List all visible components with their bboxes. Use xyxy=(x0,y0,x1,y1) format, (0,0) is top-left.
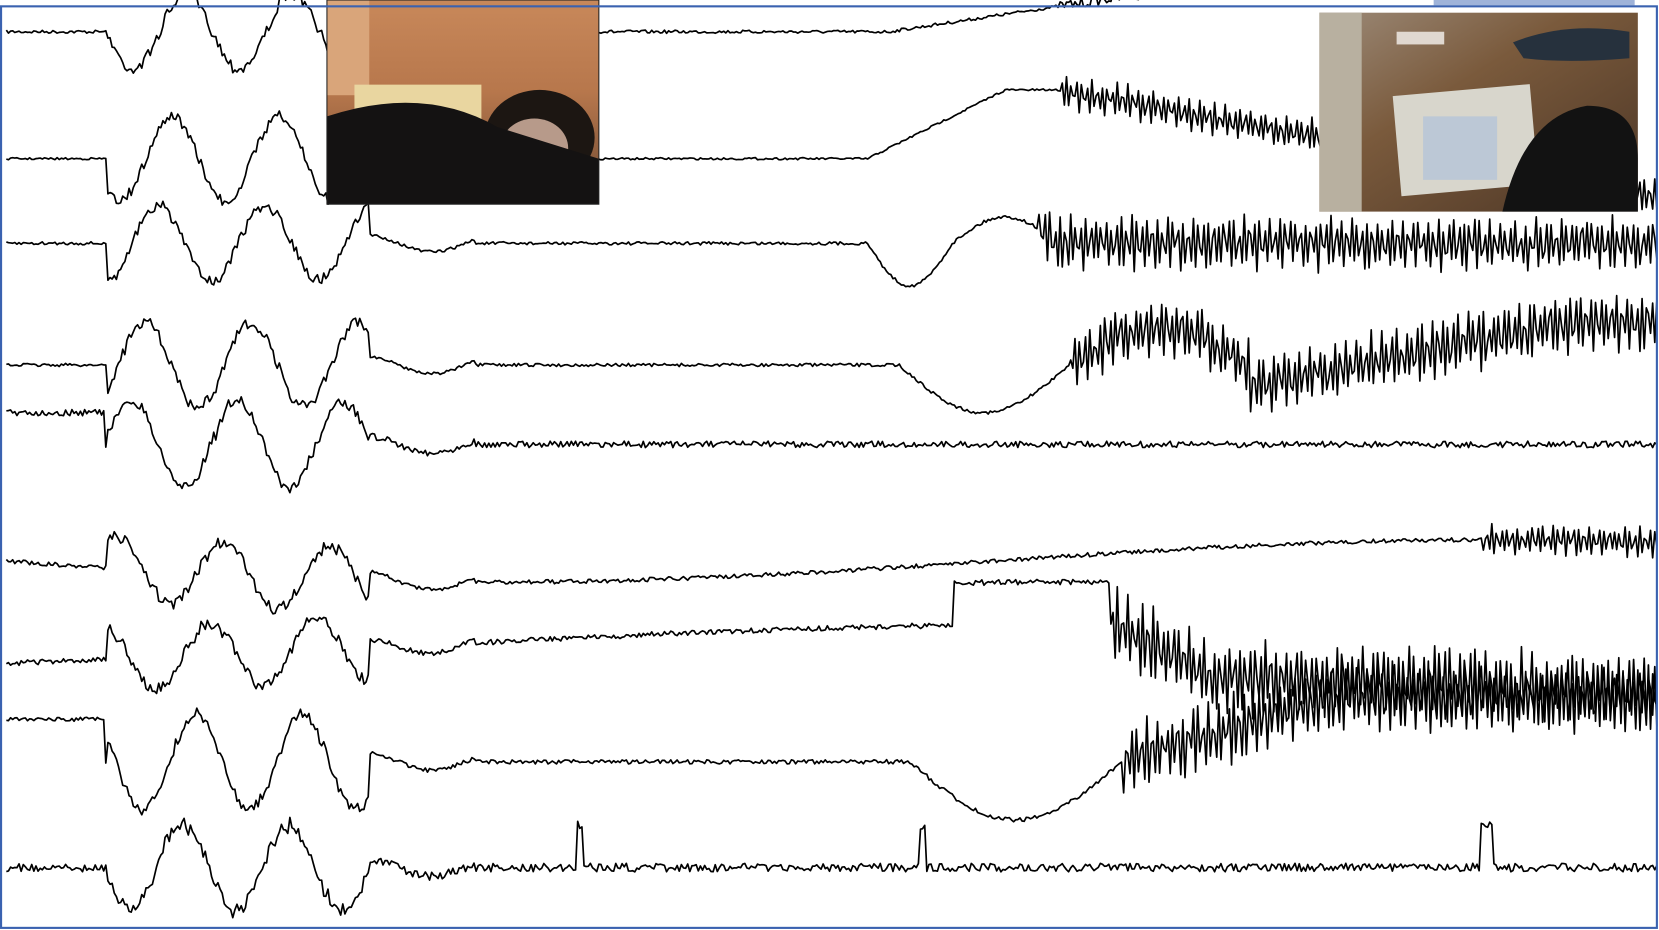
page: (() => { const data = JSON.parse(documen… xyxy=(0,0,1659,930)
room-video xyxy=(1319,13,1637,212)
eeg-recording xyxy=(0,0,1659,930)
patient-video xyxy=(327,0,599,204)
logo-strip xyxy=(1434,0,1635,5)
